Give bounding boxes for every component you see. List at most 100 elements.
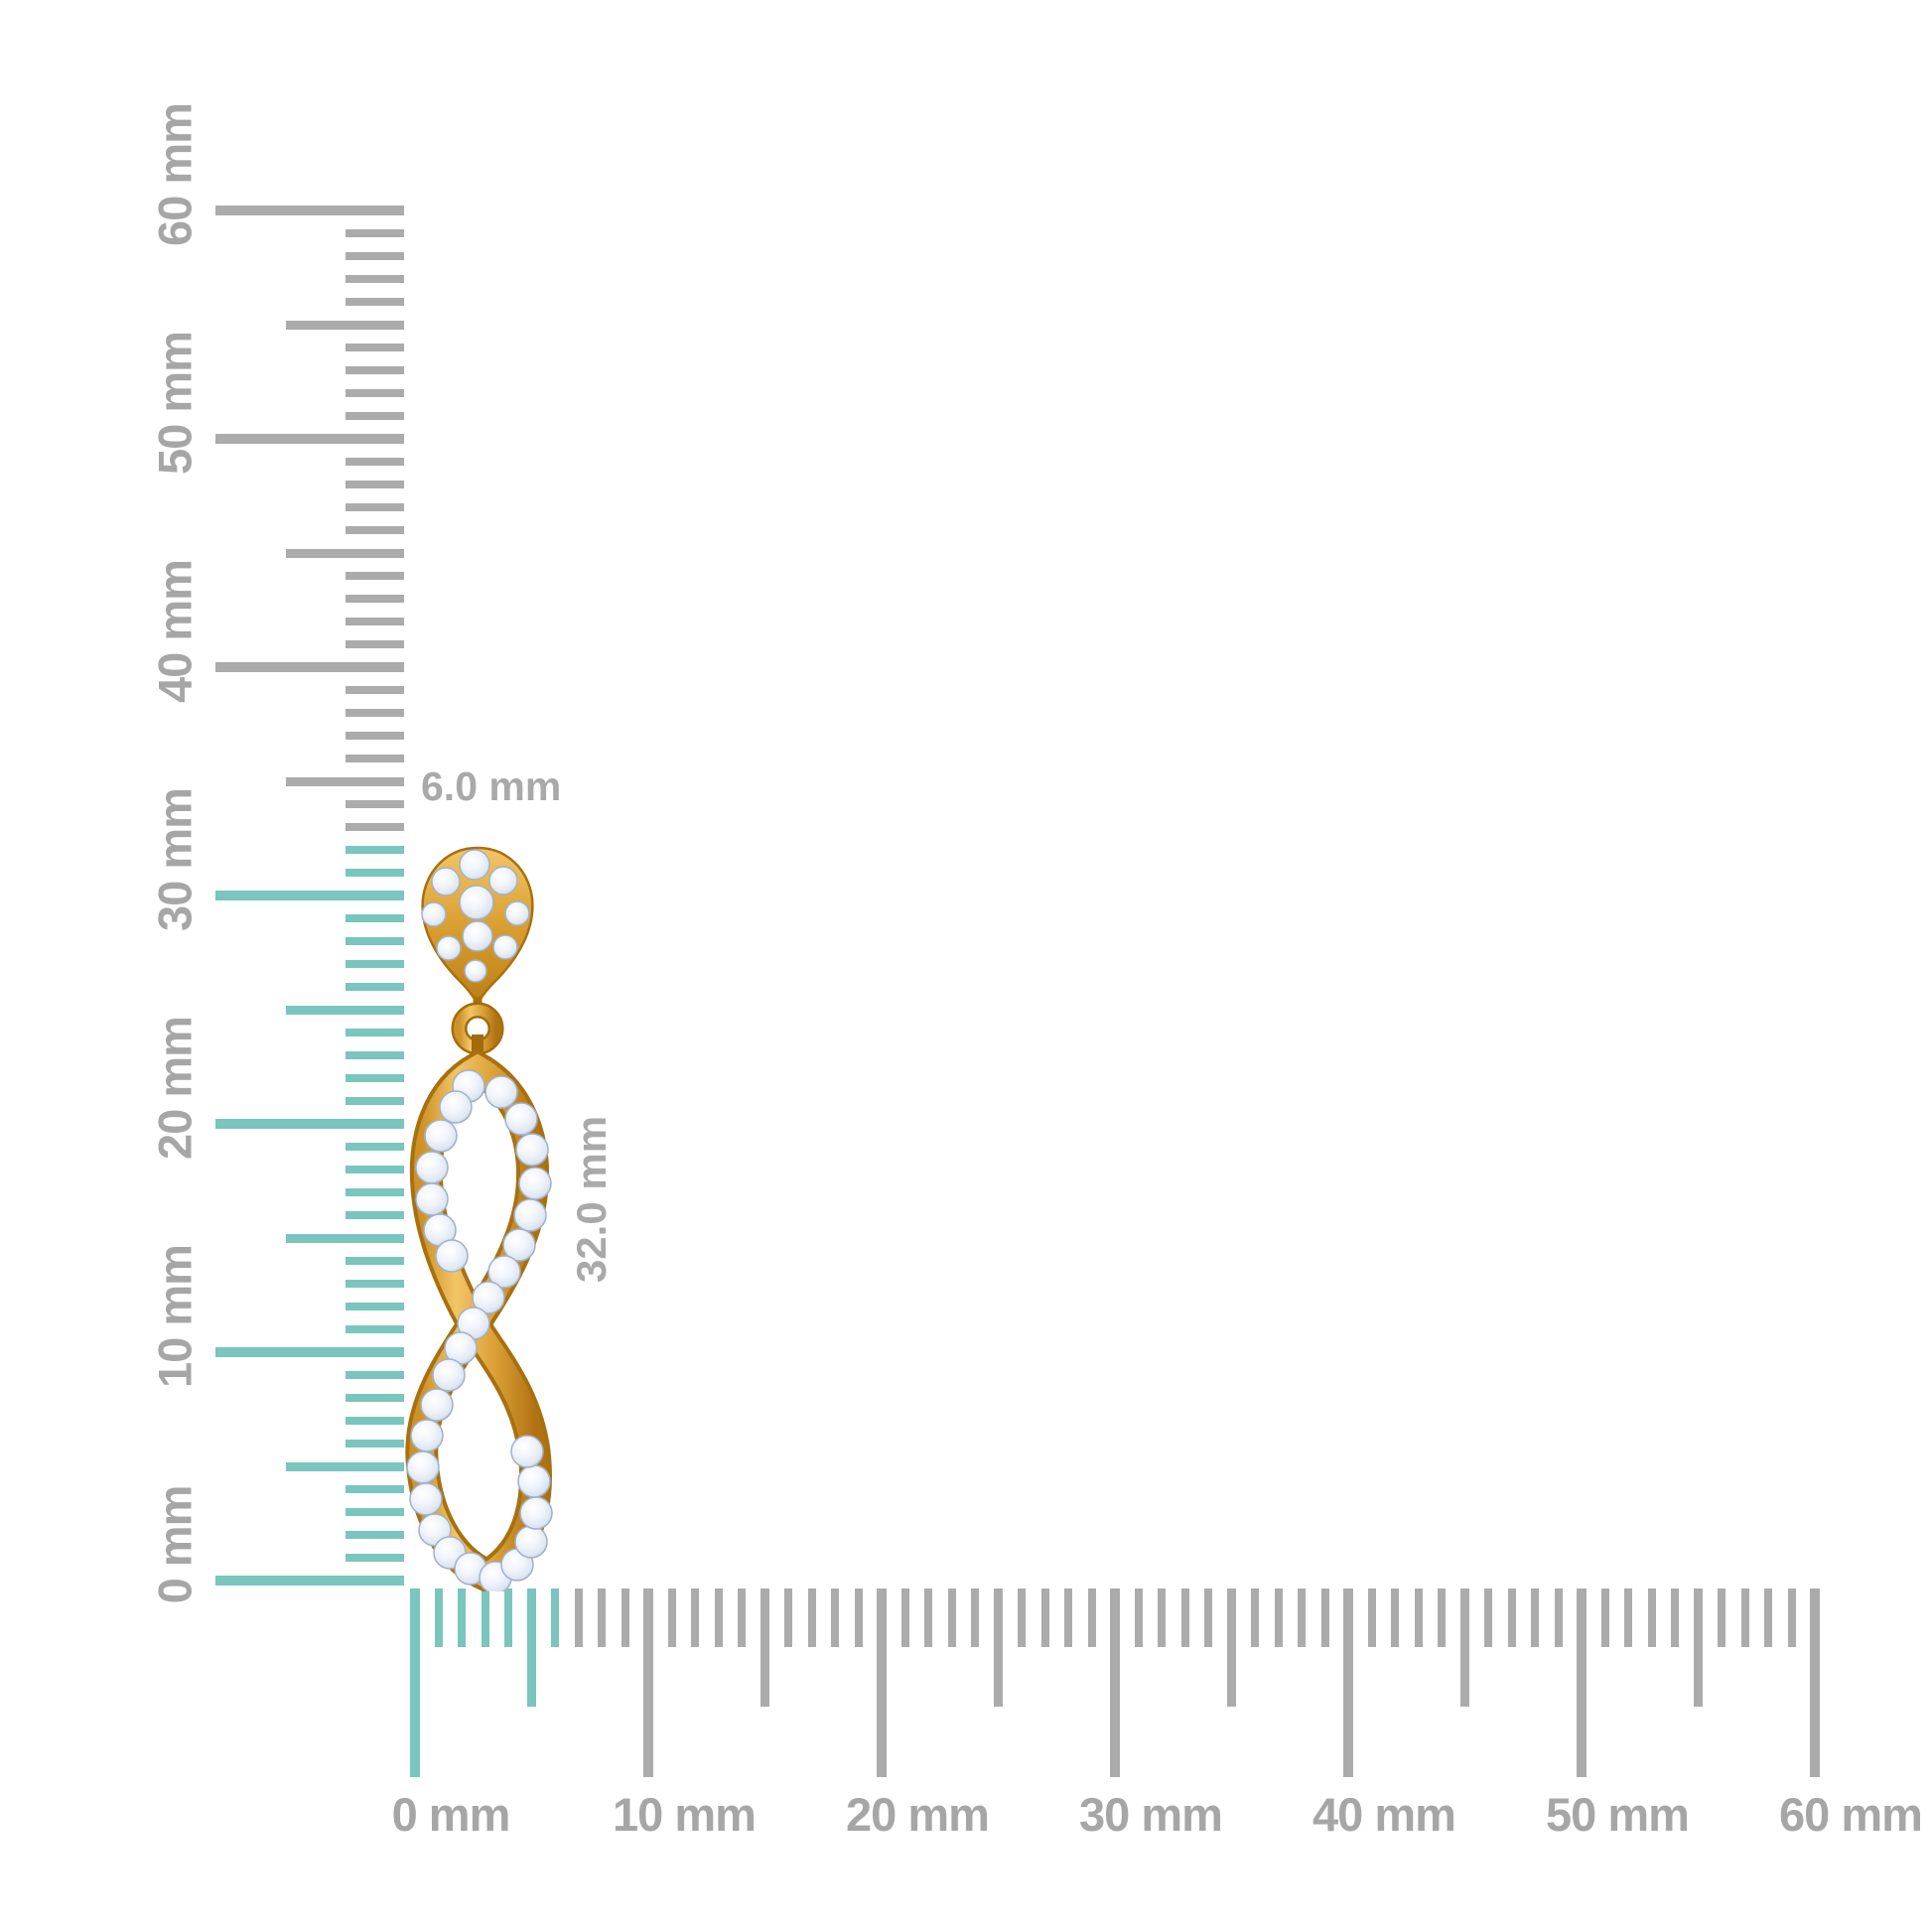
- horizontal-ruler-tick: [1274, 1588, 1283, 1647]
- horizontal-ruler-tick: [1018, 1588, 1026, 1647]
- horizontal-ruler-tick: [1484, 1588, 1492, 1647]
- vertical-ruler-tick: [345, 1074, 404, 1082]
- horizontal-ruler-tick: [1810, 1588, 1820, 1777]
- vertical-ruler-tick: [345, 1280, 404, 1288]
- horizontal-ruler-tick: [854, 1588, 863, 1647]
- vertical-ruler-tick: [345, 1508, 404, 1516]
- vertical-ruler-tick: [345, 983, 404, 991]
- vertical-ruler-tick: [345, 481, 404, 488]
- horizontal-ruler-label: 50 mm: [1546, 1788, 1690, 1841]
- vertical-ruler-tick: [215, 1347, 404, 1357]
- horizontal-ruler-tick: [434, 1588, 443, 1647]
- vertical-ruler-label: 40 mm: [148, 560, 202, 703]
- horizontal-ruler-tick: [760, 1588, 769, 1707]
- vertical-ruler-tick: [345, 1097, 404, 1105]
- horizontal-ruler-tick: [1158, 1588, 1166, 1647]
- vertical-ruler-tick: [215, 891, 404, 900]
- vertical-ruler-tick: [345, 595, 404, 603]
- vertical-ruler-tick: [286, 1005, 404, 1015]
- horizontal-ruler-tick: [1740, 1588, 1749, 1647]
- horizontal-ruler-tick: [643, 1588, 653, 1777]
- vertical-ruler-tick: [286, 776, 404, 786]
- horizontal-ruler-tick: [1460, 1588, 1469, 1707]
- horizontal-ruler-tick: [1320, 1588, 1329, 1647]
- horizontal-ruler-tick: [714, 1588, 723, 1647]
- horizontal-ruler-tick: [1764, 1588, 1772, 1647]
- earring-image: [405, 846, 553, 1591]
- vertical-ruler-tick: [345, 1485, 404, 1493]
- horizontal-ruler-tick: [598, 1588, 606, 1647]
- vertical-ruler-tick: [345, 389, 404, 397]
- vertical-ruler-tick: [345, 1440, 404, 1448]
- horizontal-ruler-tick: [1343, 1588, 1353, 1777]
- vertical-ruler-tick: [345, 252, 404, 260]
- horizontal-ruler-tick: [1438, 1588, 1446, 1647]
- horizontal-ruler-tick: [1787, 1588, 1796, 1647]
- horizontal-ruler-tick: [1367, 1588, 1376, 1647]
- vertical-ruler-tick: [345, 618, 404, 625]
- vertical-ruler-tick: [345, 709, 404, 717]
- vertical-ruler-tick: [215, 662, 404, 672]
- horizontal-ruler-tick: [1577, 1588, 1587, 1777]
- vertical-ruler-tick: [345, 344, 404, 351]
- vertical-ruler-tick: [345, 1303, 404, 1311]
- vertical-ruler-tick: [345, 686, 404, 694]
- stud-diamond-cluster: [421, 849, 530, 983]
- vertical-ruler-tick: [215, 206, 404, 215]
- horizontal-ruler-tick: [924, 1588, 932, 1647]
- width-annotation: 6.0 mm: [421, 763, 562, 809]
- vertical-ruler-tick: [345, 732, 404, 740]
- horizontal-ruler-tick: [1180, 1588, 1189, 1647]
- vertical-ruler-tick: [345, 298, 404, 306]
- horizontal-ruler-tick: [1204, 1588, 1212, 1647]
- vertical-ruler-tick: [345, 755, 404, 762]
- vertical-ruler-tick: [345, 1554, 404, 1562]
- horizontal-ruler-tick: [1298, 1588, 1306, 1647]
- vertical-ruler-label: 10 mm: [148, 1245, 202, 1388]
- vertical-ruler-tick: [345, 229, 404, 237]
- earring-stud-pear: [421, 846, 534, 1009]
- vertical-ruler-tick: [345, 526, 404, 534]
- horizontal-ruler-tick: [784, 1588, 792, 1647]
- horizontal-ruler-tick: [551, 1588, 559, 1647]
- drop-diamond-pave: [406, 1069, 553, 1591]
- horizontal-ruler-tick: [527, 1588, 536, 1707]
- horizontal-ruler-tick: [504, 1588, 512, 1647]
- horizontal-ruler-tick: [1694, 1588, 1703, 1707]
- horizontal-ruler-tick: [1624, 1588, 1632, 1647]
- horizontal-ruler-label: 0 mm: [391, 1788, 511, 1841]
- horizontal-ruler-tick: [900, 1588, 909, 1647]
- horizontal-ruler-tick: [1110, 1588, 1120, 1777]
- horizontal-ruler-tick: [1251, 1588, 1259, 1647]
- horizontal-ruler-tick: [1087, 1588, 1096, 1647]
- horizontal-ruler-tick: [1064, 1588, 1072, 1647]
- horizontal-ruler-tick: [574, 1588, 583, 1647]
- vertical-ruler-tick: [345, 800, 404, 808]
- vertical-ruler-tick: [345, 1211, 404, 1219]
- vertical-ruler-tick: [345, 640, 404, 648]
- horizontal-ruler-tick: [691, 1588, 699, 1647]
- horizontal-ruler-tick: [831, 1588, 839, 1647]
- vertical-ruler-label: 20 mm: [148, 1017, 202, 1160]
- horizontal-ruler-label: 30 mm: [1079, 1788, 1223, 1841]
- horizontal-ruler-tick: [947, 1588, 956, 1647]
- horizontal-ruler-label: 40 mm: [1312, 1788, 1456, 1841]
- vertical-ruler-tick: [286, 320, 404, 330]
- horizontal-ruler-tick: [410, 1588, 420, 1777]
- vertical-ruler-tick: [215, 1119, 404, 1129]
- vertical-ruler-tick: [345, 1394, 404, 1402]
- horizontal-ruler-tick: [621, 1588, 629, 1647]
- vertical-ruler-tick: [215, 434, 404, 444]
- horizontal-ruler-tick: [877, 1588, 887, 1777]
- vertical-ruler-tick: [286, 1461, 404, 1471]
- vertical-ruler-tick: [345, 1257, 404, 1265]
- vertical-ruler-tick: [345, 1166, 404, 1173]
- vertical-ruler-tick: [215, 1576, 404, 1586]
- vertical-ruler-tick: [345, 1371, 404, 1379]
- horizontal-ruler-tick: [667, 1588, 676, 1647]
- vertical-ruler-label: 60 mm: [148, 103, 202, 246]
- vertical-ruler-tick: [345, 572, 404, 580]
- horizontal-ruler-tick: [1227, 1588, 1236, 1707]
- horizontal-ruler-tick: [1600, 1588, 1609, 1647]
